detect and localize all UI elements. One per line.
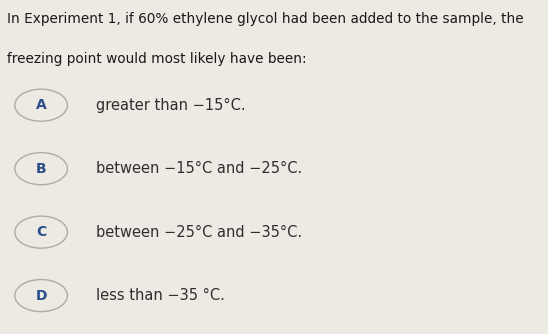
Circle shape bbox=[15, 153, 67, 185]
Text: between −15°C and −25°C.: between −15°C and −25°C. bbox=[96, 161, 302, 176]
Text: freezing point would most likely have been:: freezing point would most likely have be… bbox=[7, 52, 306, 66]
Text: B: B bbox=[36, 162, 47, 176]
Text: less than −35 °C.: less than −35 °C. bbox=[96, 288, 225, 303]
Text: In Experiment 1, if 60% ethylene glycol had been added to the sample, the: In Experiment 1, if 60% ethylene glycol … bbox=[7, 12, 523, 26]
Text: A: A bbox=[36, 98, 47, 112]
Text: D: D bbox=[36, 289, 47, 303]
Text: C: C bbox=[36, 225, 46, 239]
Text: between −25°C and −35°C.: between −25°C and −35°C. bbox=[96, 225, 302, 239]
Circle shape bbox=[15, 89, 67, 121]
Text: greater than −15°C.: greater than −15°C. bbox=[96, 98, 246, 113]
Circle shape bbox=[15, 280, 67, 312]
Circle shape bbox=[15, 216, 67, 248]
